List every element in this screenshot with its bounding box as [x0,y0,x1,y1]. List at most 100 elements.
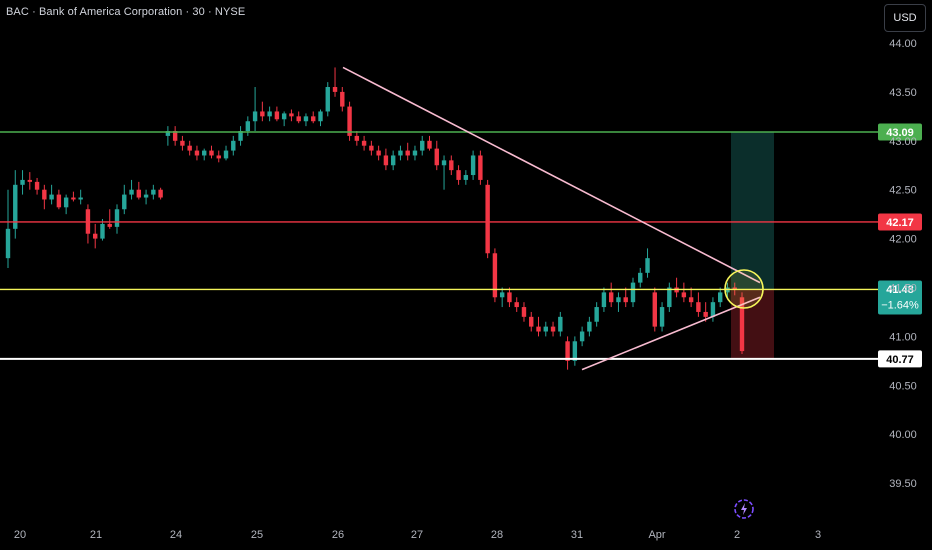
candle [558,311,563,337]
candle [303,113,309,127]
candle [267,106,272,122]
candle [347,101,352,141]
target-zone [731,131,774,290]
candle [441,155,447,190]
candle [696,292,701,317]
candle [550,321,556,337]
trendline[interactable] [342,66,761,284]
candle [608,282,614,308]
y-tick-label: 44.00 [889,38,917,50]
x-tick-label: 31 [571,529,583,541]
candle [260,101,265,122]
candle [180,135,185,151]
y-tick-label: 39.50 [889,478,917,490]
candle [536,316,541,337]
candle [34,177,40,195]
candle [209,145,214,159]
highlight-circle [724,269,764,309]
price-label-bg [878,123,922,141]
candle [529,311,534,332]
candle [13,170,18,239]
y-tick-label: 40.00 [889,429,917,441]
time-axis: 20 21 24 25 26 27 28 31 Apr 2 3 [14,529,821,541]
candle [71,191,76,202]
candle [543,321,548,337]
candle [332,67,338,97]
horizontal-levels[interactable]: 43.09 42.17 41.48 −1.64% 40.77 [0,123,922,368]
price-label-bg [878,280,922,315]
candle [158,187,163,200]
candle [187,140,192,156]
candle [311,111,316,124]
candle [383,148,389,171]
candle [340,87,345,112]
candle [703,302,708,322]
price-change-label: −1.64% [881,299,919,311]
candle [296,111,301,124]
candle [78,189,83,205]
candle [361,135,367,151]
candle [369,140,374,156]
y-tick-label: 41.50 [889,283,917,295]
x-tick-label: 28 [491,529,503,541]
y-tick-label: 42.00 [889,234,917,246]
candle [492,248,498,303]
x-tick-label: 24 [170,529,182,541]
candle [681,282,687,303]
candle [667,282,672,312]
candle [231,135,236,156]
candle [630,277,636,308]
candle [151,184,156,200]
candle [238,126,243,146]
candle [623,287,628,308]
logo-icon[interactable] [734,499,754,519]
candle [42,184,47,210]
candle [107,209,112,229]
candle [565,336,570,370]
candle [739,292,745,355]
candle [507,287,512,308]
candle [289,109,294,122]
y-tick-label: 43.50 [889,87,917,99]
candle [434,140,439,171]
x-tick-label: 3 [815,529,821,541]
price-label: 43.09 [886,127,914,139]
candle [616,292,621,312]
candle [27,172,33,190]
x-tick-label: 25 [251,529,263,541]
candle [710,297,716,322]
candle [318,109,323,127]
candle [420,135,425,156]
candle [463,170,469,185]
candle [49,184,54,205]
x-tick-label: 2 [734,529,740,541]
candle [470,150,476,180]
candle [216,150,221,163]
candle [405,142,410,161]
candle [122,184,127,215]
price-label: 40.77 [886,354,914,366]
candle [521,302,527,322]
x-tick-label: 20 [14,529,26,541]
candle [354,131,360,146]
candle [514,297,519,312]
candle [376,145,381,161]
trendlines[interactable] [342,66,761,371]
price-label-bg [878,350,922,368]
currency-button[interactable]: USD [884,4,926,32]
candle [572,336,578,366]
candle [638,267,643,288]
y-tick-label: 40.50 [889,380,917,392]
trendline[interactable] [581,296,761,371]
candle [601,287,607,312]
candle [579,326,585,347]
candle [652,287,657,332]
candle [165,126,171,146]
position-zones [731,131,774,359]
price-label: 41.48 [886,284,914,296]
candle [202,148,207,161]
x-tick-label: 21 [90,529,102,541]
y-tick-label: 42.50 [889,185,917,197]
candle [20,170,25,195]
